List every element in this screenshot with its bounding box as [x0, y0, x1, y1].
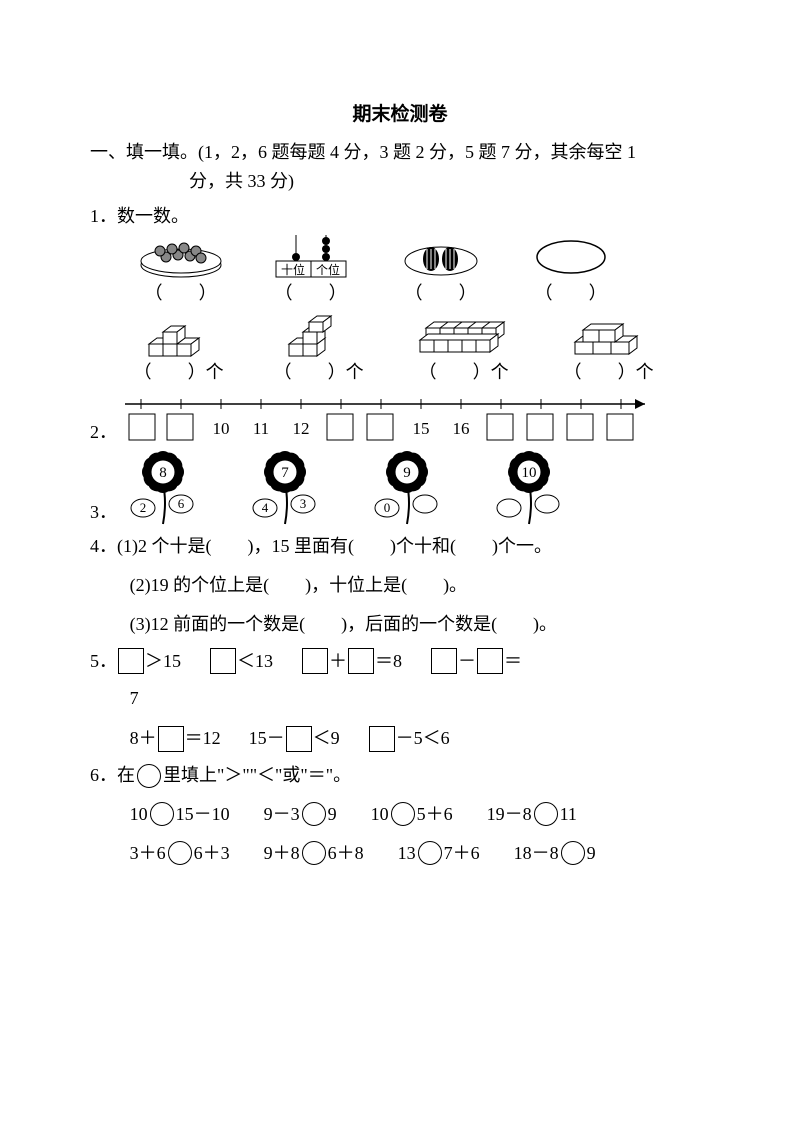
flower-3-icon: 90: [365, 448, 451, 526]
q1-row1: （ ） 十位 个位 （ ）: [130, 231, 710, 308]
svg-text:16: 16: [453, 419, 470, 438]
blank-box[interactable]: [348, 648, 374, 674]
q5-label: 5．: [90, 647, 117, 676]
compare-circle[interactable]: [391, 802, 415, 826]
q5-seven: 7: [90, 684, 710, 713]
q5-line1: 5． ＞15 ＜13 ＋＝8 －＝: [90, 647, 710, 676]
blank-box[interactable]: [302, 648, 328, 674]
svg-text:10: 10: [213, 419, 230, 438]
q1-cap-7: （ ）个: [419, 358, 509, 387]
q6-row1: 1015－109－39105＋619－811: [90, 800, 710, 829]
q1-cap-8: （ ）个: [564, 358, 654, 387]
compare-circle[interactable]: [302, 841, 326, 865]
q1-row2: （ ）个 （ ）个: [130, 314, 710, 387]
blank-box[interactable]: [369, 726, 395, 752]
circle-icon: [137, 764, 161, 788]
q4: 4．(1)2 个十是( )，15 里面有( )个十和( )个一。 (2)19 的…: [90, 532, 710, 638]
cubes-c-icon: [414, 314, 514, 358]
svg-text:9: 9: [403, 465, 411, 481]
flower-2-icon: 7 4 3: [243, 448, 329, 526]
cubes-a-icon: [143, 318, 215, 358]
q1-cap-3: （ ）: [405, 279, 477, 308]
plate-icon: [138, 231, 224, 279]
svg-text:11: 11: [253, 419, 269, 438]
q2-label: 2．: [90, 418, 121, 447]
q3: 3． 826 743 90 10: [90, 448, 710, 526]
svg-text:15: 15: [413, 419, 430, 438]
svg-text:4: 4: [262, 500, 269, 515]
q1-cap-6: （ ）个: [274, 358, 364, 387]
blank-box[interactable]: [118, 648, 144, 674]
svg-text:0: 0: [384, 500, 391, 515]
cubes-d-icon: [569, 314, 649, 358]
flower-4-icon: 10: [487, 448, 573, 526]
blank-box[interactable]: [210, 648, 236, 674]
svg-text:7: 7: [281, 465, 289, 481]
compare-circle[interactable]: [561, 841, 585, 865]
number-line-icon: 10 11 12 15 16: [121, 390, 661, 446]
blank-box[interactable]: [431, 648, 457, 674]
section-heading: 一、填一填。(1，2，6 题每题 4 分，3 题 2 分，5 题 7 分，其余每…: [90, 138, 710, 167]
blank-box[interactable]: [158, 726, 184, 752]
q2: 2． 10 11 12 15 16: [90, 390, 710, 446]
blank-box[interactable]: [286, 726, 312, 752]
q3-label: 3．: [90, 498, 117, 527]
svg-text:8: 8: [159, 465, 167, 481]
svg-text:6: 6: [178, 496, 185, 511]
compare-circle[interactable]: [168, 841, 192, 865]
oval-icon: [528, 231, 614, 279]
blank-box[interactable]: [477, 648, 503, 674]
q5-line2: 8＋＝12 15－＜9 －5＜6: [90, 724, 710, 753]
abacus-icon: 十位 个位: [268, 231, 354, 279]
q6-row2: 3＋66＋39＋86＋8137＋618－89: [90, 839, 710, 868]
section-heading-2: 分，共 33 分): [90, 167, 710, 196]
beans-icon: [398, 231, 484, 279]
q6-label: 6．在里填上"＞""＜"或"＝"。: [90, 761, 710, 790]
q1-cap-1: （ ）: [145, 279, 217, 308]
compare-circle[interactable]: [418, 841, 442, 865]
abacus-ones: 个位: [316, 262, 340, 277]
q1-cap-5: （ ）个: [134, 358, 224, 387]
compare-circle[interactable]: [150, 802, 174, 826]
cubes-b-icon: [283, 314, 355, 358]
abacus-tens: 十位: [281, 262, 305, 277]
q1-cap-2: （ ）: [275, 279, 347, 308]
flower-1-icon: 8 2 6: [121, 448, 207, 526]
svg-text:3: 3: [300, 496, 307, 511]
svg-text:10: 10: [522, 465, 537, 481]
q1-label: 1．数一数。: [90, 202, 710, 231]
page-title: 期末检测卷: [90, 100, 710, 130]
compare-circle[interactable]: [534, 802, 558, 826]
svg-text:12: 12: [293, 419, 310, 438]
svg-text:2: 2: [140, 500, 147, 515]
compare-circle[interactable]: [302, 802, 326, 826]
q1-cap-4: （ ）: [535, 279, 607, 308]
